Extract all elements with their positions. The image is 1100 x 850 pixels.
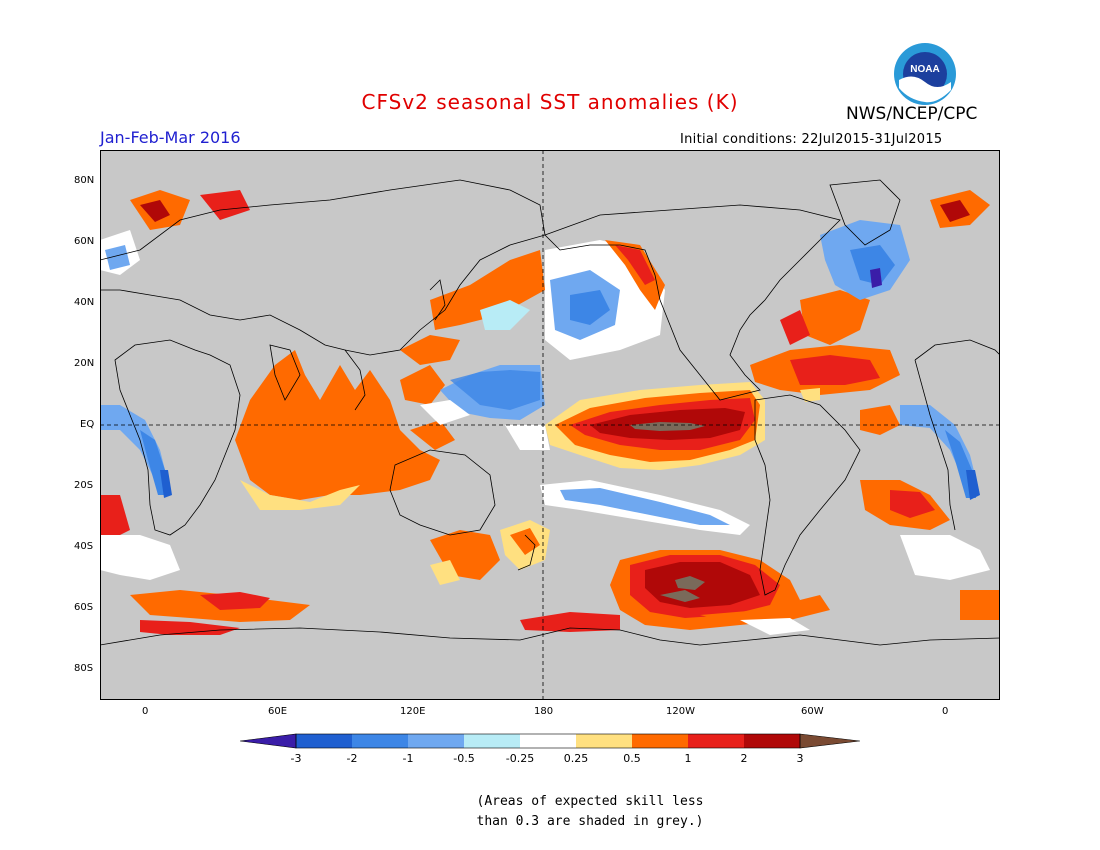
lon-label: 0 (142, 706, 149, 717)
colorbar-label: -1 (403, 752, 414, 765)
colorbar-label: 2 (741, 752, 748, 765)
lon-label: 120E (400, 706, 426, 717)
lat-label: 40N (74, 297, 95, 308)
colorbar-label: -3 (291, 752, 302, 765)
lon-label: 120W (666, 706, 695, 717)
coastlines (100, 179, 1000, 646)
lat-label: 80N (74, 175, 95, 186)
colorbar-label: 3 (797, 752, 804, 765)
colorbar-swatch (296, 734, 352, 748)
colorbar-label: 0.25 (564, 752, 589, 765)
lat-label: 60N (74, 236, 95, 247)
colorbar-label: -0.5 (453, 752, 474, 765)
colorbar-label: -0.25 (506, 752, 534, 765)
colorbar-swatch (576, 734, 632, 748)
lat-label: EQ (80, 419, 95, 430)
colorbar-swatch (240, 734, 296, 748)
map-title: CFSv2 seasonal SST anomalies (K) (361, 90, 739, 114)
lat-label: 40S (74, 541, 94, 552)
noaa-logo: NOAA (894, 43, 956, 105)
lat-label: 80S (74, 663, 94, 674)
colorbar-swatch (688, 734, 744, 748)
colorbar-swatch (520, 734, 576, 748)
sst-anomaly-map (100, 150, 1000, 700)
colorbar-label: 0.5 (623, 752, 641, 765)
colorbar-swatch (744, 734, 800, 748)
colorbar-swatch (352, 734, 408, 748)
colorbar: -3 -2 -1 -0.5 -0.25 0.25 0.5 1 2 3 (240, 733, 860, 765)
lon-label: 60E (268, 706, 288, 717)
skill-note: (Areas of expected skill less than 0.3 a… (440, 792, 740, 832)
lat-label: 20S (74, 480, 94, 491)
colorbar-swatch (408, 734, 464, 748)
lat-label: 20N (74, 358, 95, 369)
lon-label: 60W (801, 706, 824, 717)
skill-note-line: (Areas of expected skill less (476, 794, 704, 809)
lon-label: 0 (942, 706, 949, 717)
skill-note-line: than 0.3 are shaded in grey.) (476, 814, 704, 829)
lat-label: 60S (74, 602, 94, 613)
initial-conditions: Initial conditions: 22Jul2015-31Jul2015 (680, 132, 943, 147)
colorbar-label: -2 (347, 752, 358, 765)
colorbar-label: 1 (685, 752, 692, 765)
colorbar-swatch (800, 734, 860, 748)
lon-label: 180 (534, 706, 554, 717)
agency-label: NWS/NCEP/CPC (846, 104, 978, 124)
forecast-period: Jan-Feb-Mar 2016 (100, 128, 241, 147)
noaa-logo-text: NOAA (910, 64, 939, 75)
colorbar-swatch (464, 734, 520, 748)
colorbar-swatch (632, 734, 688, 748)
